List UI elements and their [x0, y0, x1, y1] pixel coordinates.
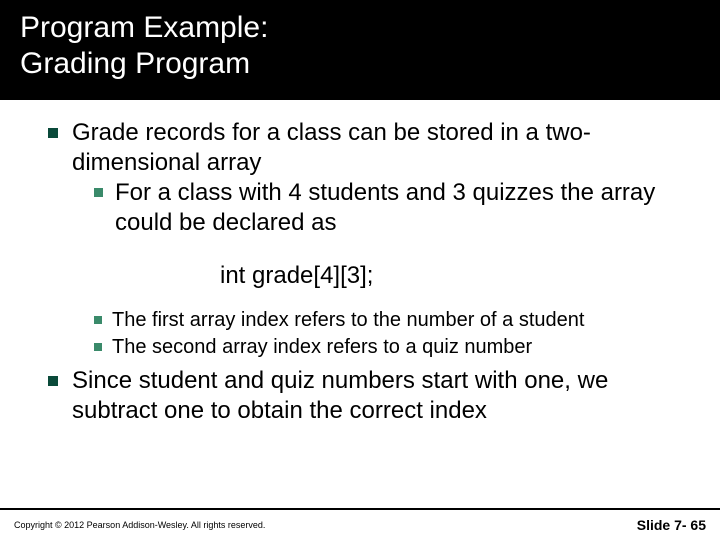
square-bullet-icon — [94, 316, 102, 324]
bullet-text: Since student and quiz numbers start wit… — [72, 366, 690, 426]
bullet-level-2: For a class with 4 students and 3 quizze… — [94, 178, 690, 238]
slide-content: Grade records for a class can be stored … — [0, 100, 720, 426]
square-bullet-icon — [94, 343, 102, 351]
slide-title: Program Example: Grading Program — [20, 10, 700, 82]
bullet-level-2: The second array index refers to a quiz … — [94, 335, 690, 360]
bullet-text: Grade records for a class can be stored … — [72, 118, 690, 178]
square-bullet-icon — [94, 188, 103, 197]
square-bullet-icon — [48, 376, 58, 386]
slide-number: Slide 7- 65 — [637, 517, 706, 533]
bullet-text: The second array index refers to a quiz … — [112, 335, 532, 360]
bullet-level-1: Grade records for a class can be stored … — [48, 118, 690, 178]
bullet-level-1: Since student and quiz numbers start wit… — [48, 366, 690, 426]
title-line-1: Program Example: — [20, 11, 268, 44]
code-declaration: int grade[4][3]; — [220, 262, 690, 290]
square-bullet-icon — [48, 128, 58, 138]
bullet-level-2: The first array index refers to the numb… — [94, 308, 690, 333]
slide-footer: Copyright © 2012 Pearson Addison-Wesley.… — [0, 508, 720, 540]
title-line-2: Grading Program — [20, 47, 250, 80]
bullet-text: The first array index refers to the numb… — [112, 308, 584, 333]
copyright-text: Copyright © 2012 Pearson Addison-Wesley.… — [14, 520, 265, 530]
title-bar: Program Example: Grading Program — [0, 0, 720, 100]
bullet-text: For a class with 4 students and 3 quizze… — [115, 178, 690, 238]
